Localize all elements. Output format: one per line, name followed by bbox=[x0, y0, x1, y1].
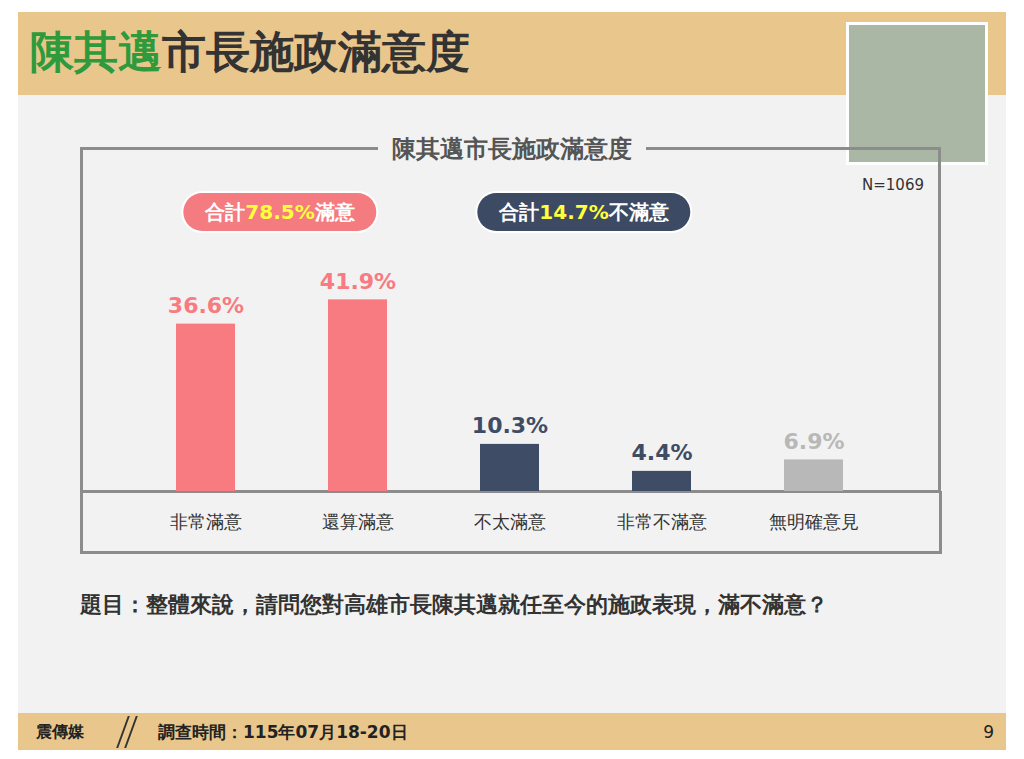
svg-text:36.6%: 36.6% bbox=[168, 293, 244, 318]
html-text:9: 9 bbox=[983, 722, 994, 742]
html-text:陳其邁市長施政滿意度: 陳其邁市長施政滿意度 bbox=[30, 26, 470, 77]
html-text:合計78.5%滿意: 合計78.5%滿意 bbox=[205, 200, 355, 224]
svg-text:還算滿意: 還算滿意 bbox=[322, 511, 394, 532]
svg-text:非常不滿意: 非常不滿意 bbox=[617, 511, 707, 532]
html-text:合計14.7%不滿意: 合計14.7%不滿意 bbox=[499, 200, 669, 224]
svg-text:10.3%: 10.3% bbox=[472, 413, 548, 438]
html-text:震傳媒: 震傳媒 bbox=[36, 722, 84, 741]
html-text:陳其邁市長施政滿意度: 陳其邁市長施政滿意度 bbox=[392, 135, 632, 163]
svg-text:41.9%: 41.9% bbox=[320, 269, 396, 294]
svg-text:6.9%: 6.9% bbox=[783, 429, 844, 454]
svg-text:4.4%: 4.4% bbox=[631, 440, 692, 465]
html-text:N=1069: N=1069 bbox=[862, 176, 924, 194]
svg-text:非常滿意: 非常滿意 bbox=[170, 511, 242, 532]
html-text:調查時間：115年07月18-20日: 調查時間：115年07月18-20日 bbox=[158, 722, 408, 742]
html-text:題目：整體來說，請問您對高雄市長陳其邁就任至今的施政表現，滿: 題目：整體來說，請問您對高雄市長陳其邁就任至今的施政表現，滿不滿意？ bbox=[80, 592, 828, 617]
svg-text:不太滿意: 不太滿意 bbox=[474, 511, 546, 532]
svg-text:無明確意見: 無明確意見 bbox=[769, 511, 859, 532]
